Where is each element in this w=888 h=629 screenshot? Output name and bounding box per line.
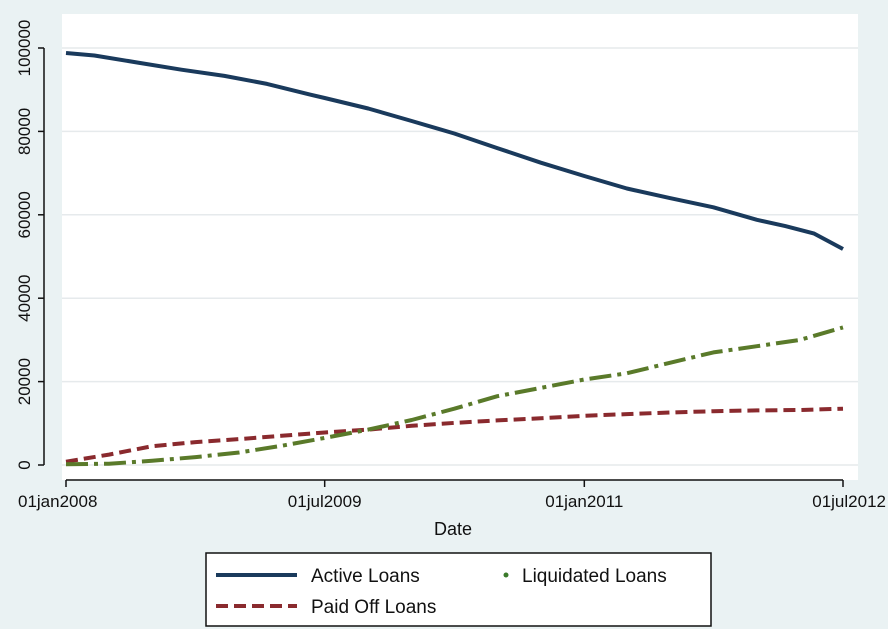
x-axis-title: Date xyxy=(434,519,472,539)
x-tick-label: 01jul2012 xyxy=(812,492,886,511)
y-tick-label: 40000 xyxy=(15,275,34,322)
series-lines xyxy=(65,51,844,467)
y-tick-label: 60000 xyxy=(15,191,34,238)
legend-box xyxy=(205,552,712,627)
legend-label-liquidated-loans: Liquidated Loans xyxy=(522,566,667,587)
x-tick-label: 01jan2011 xyxy=(545,492,623,511)
series-line-paid-off-loans xyxy=(65,406,844,464)
x-tick-label: 01jul2009 xyxy=(288,492,362,511)
axes xyxy=(43,48,843,481)
series-line-active-loans xyxy=(65,51,844,251)
plot-area xyxy=(62,14,858,480)
y-tick-label: 100000 xyxy=(15,20,34,77)
legend-label-active-loans: Active Loans xyxy=(311,566,420,587)
legend-swatch-liquidated-loans xyxy=(503,572,509,578)
x-tick-label: 01jan2008 xyxy=(18,492,97,511)
x-axis-ticks: 01jan2008 01jul2009 01jan2011 01jul2012 xyxy=(18,480,886,511)
legend-label-paid-off-loans: Paid Off Loans xyxy=(311,597,436,618)
gridlines xyxy=(62,47,858,466)
y-tick-label: 80000 xyxy=(15,108,34,155)
series-line-liquidated-loans xyxy=(65,325,844,467)
legend: Active Loans Liquidated Loans Paid Off L… xyxy=(205,552,712,627)
y-tick-label: 20000 xyxy=(15,358,34,405)
y-axis-ticks: 0 20000 40000 60000 80000 100000 xyxy=(15,20,44,470)
y-tick-label: 0 xyxy=(15,460,34,469)
